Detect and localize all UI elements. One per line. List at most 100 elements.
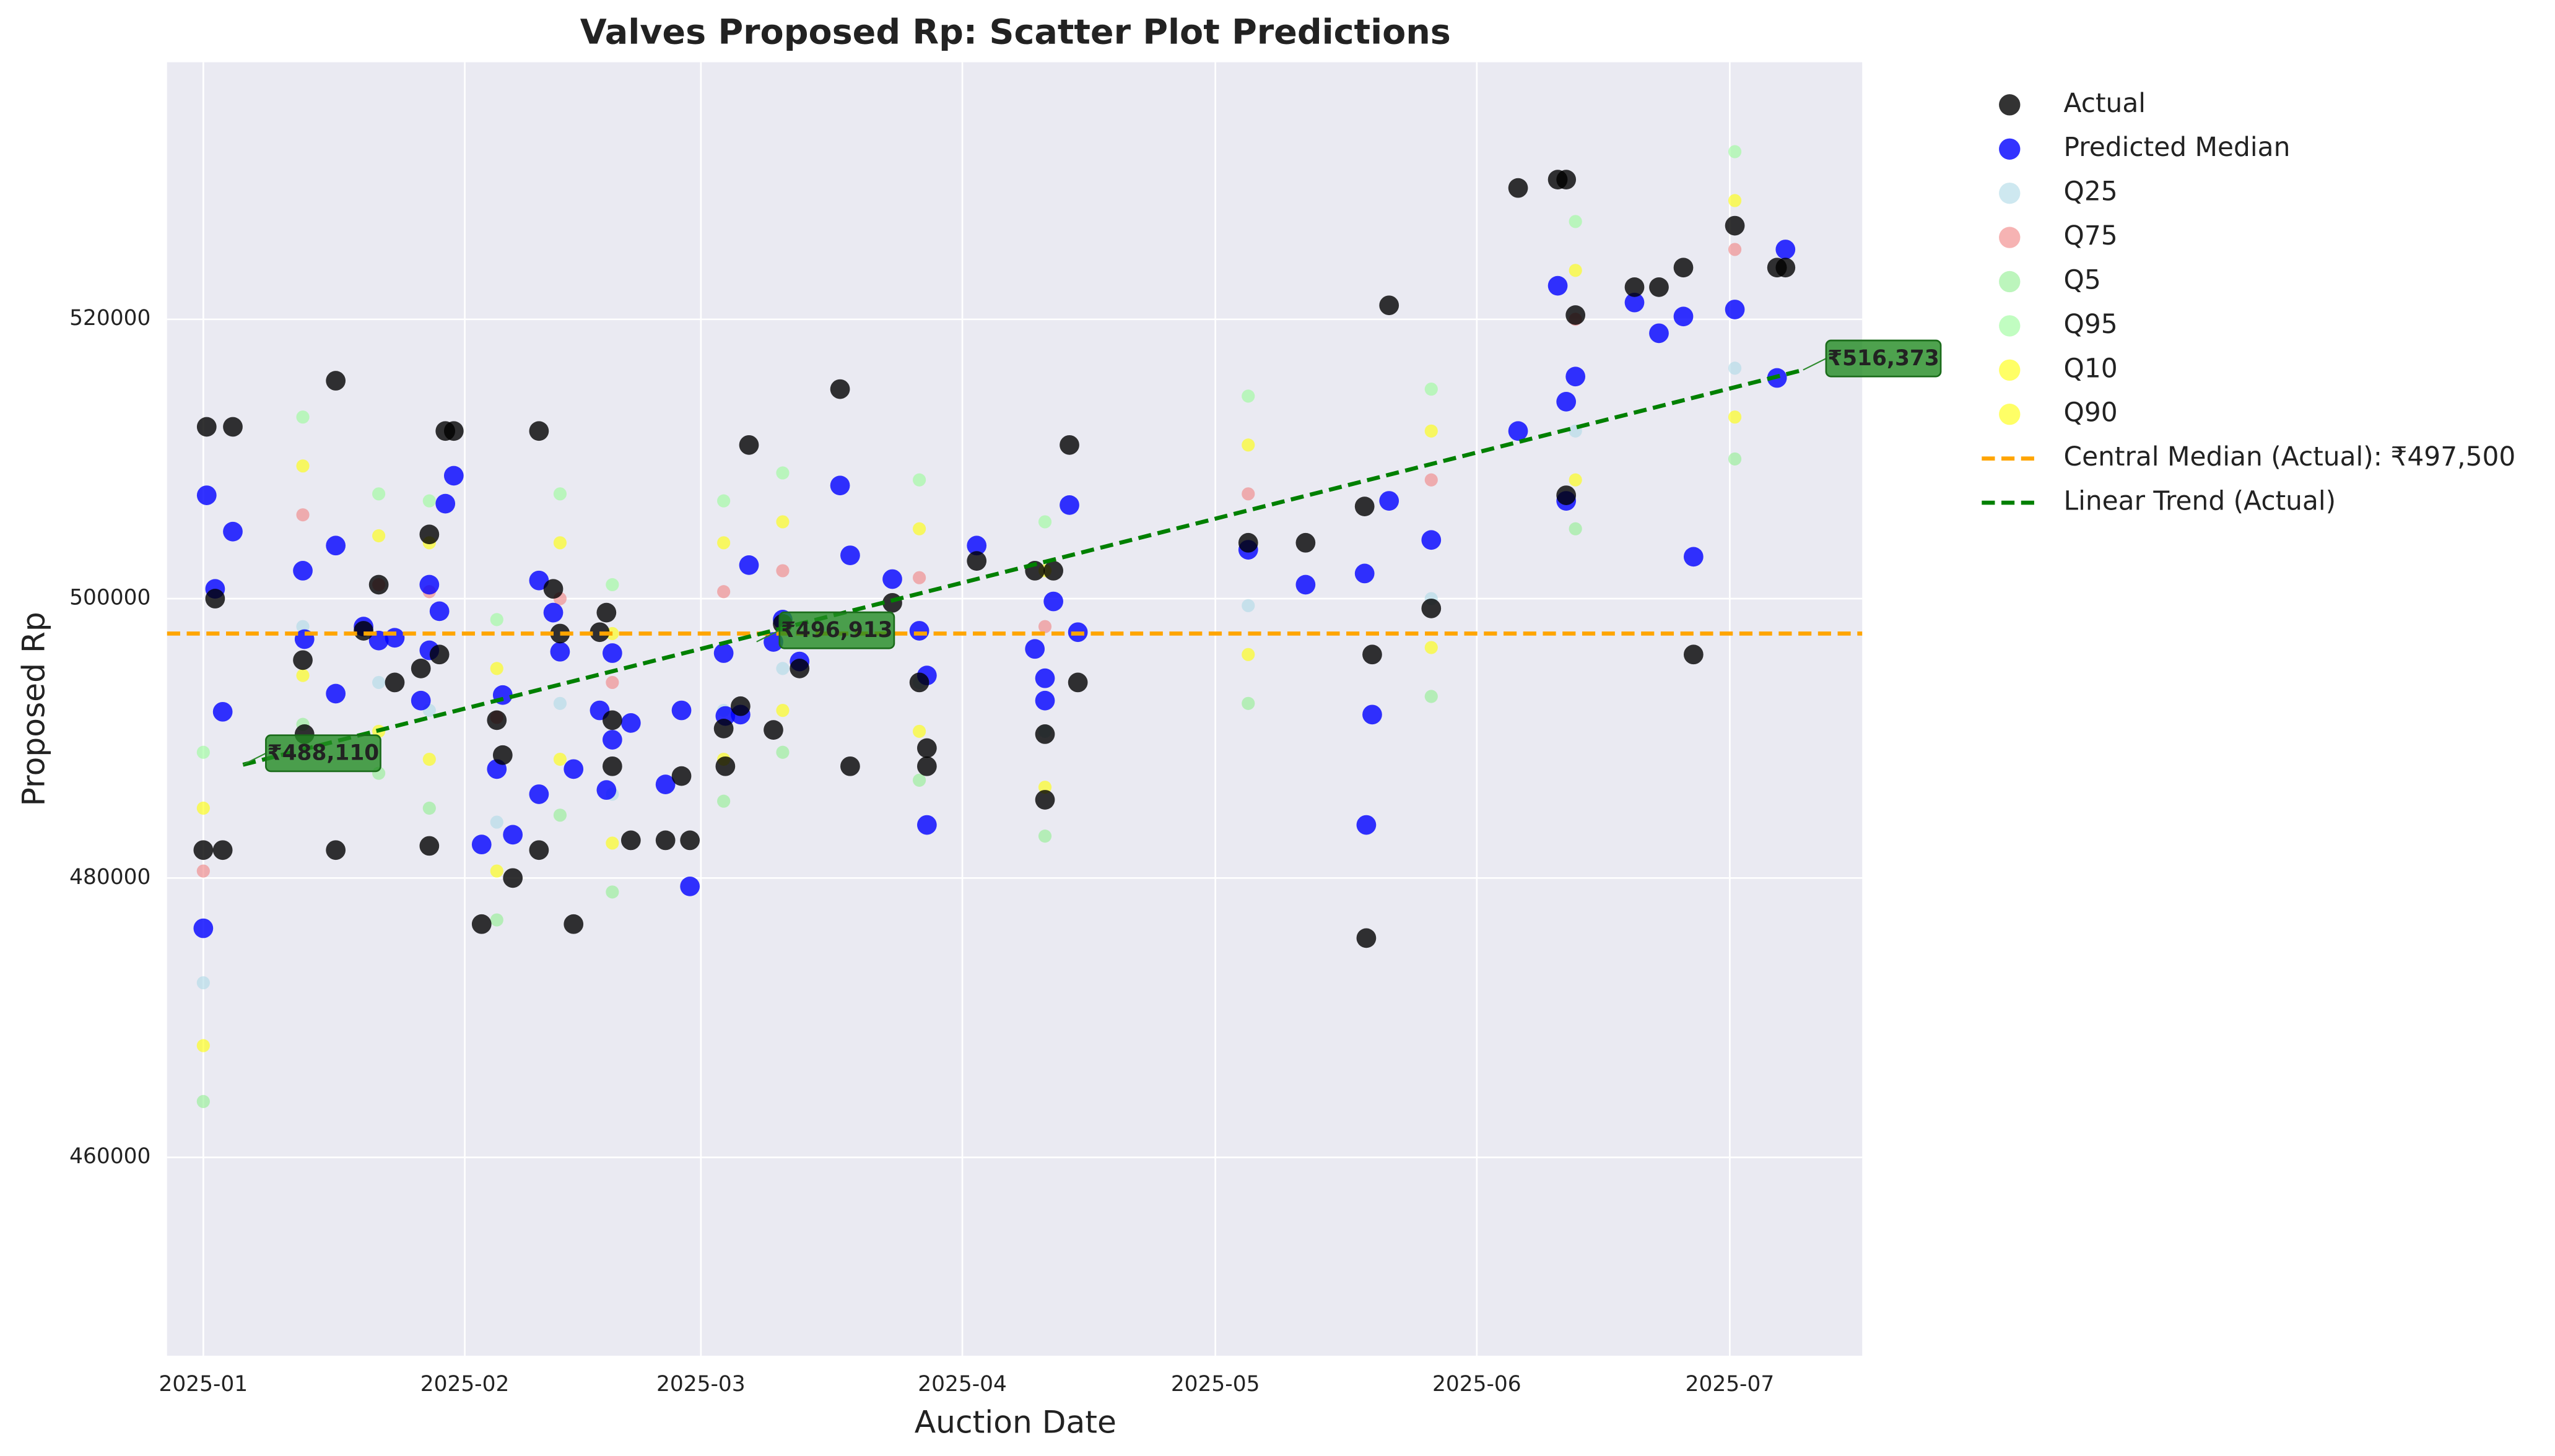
point — [1424, 641, 1438, 654]
marks: ₹488,110 ₹496,913 ₹516,373 — [167, 145, 1942, 1108]
point — [916, 815, 937, 835]
point — [830, 379, 850, 399]
point — [490, 613, 503, 626]
point — [372, 675, 386, 690]
point — [606, 675, 619, 690]
annotation-box — [778, 611, 895, 649]
point — [1569, 522, 1582, 535]
point — [1728, 452, 1742, 466]
point — [1569, 264, 1582, 277]
point — [529, 421, 549, 441]
point — [776, 564, 790, 578]
point — [1728, 410, 1742, 424]
point — [1556, 170, 1577, 189]
point — [680, 830, 700, 851]
y-tick-label: 480000 — [69, 865, 150, 890]
point — [764, 720, 783, 740]
point — [1354, 496, 1375, 516]
legend-label: Q95 — [2064, 309, 2118, 339]
legend-marker — [1999, 182, 2021, 204]
point — [1295, 574, 1316, 595]
point — [193, 840, 214, 860]
point — [1060, 435, 1079, 455]
point — [1421, 598, 1442, 618]
point — [411, 690, 431, 711]
point — [1238, 532, 1258, 553]
point — [471, 834, 492, 855]
x-axis-label: Auction Date — [915, 1404, 1116, 1441]
point — [913, 473, 926, 487]
point — [543, 579, 564, 599]
point — [602, 710, 622, 730]
point — [882, 592, 902, 613]
legend-marker — [1999, 271, 2021, 293]
point — [529, 840, 549, 860]
point — [967, 535, 987, 556]
point — [1683, 547, 1704, 567]
point — [606, 836, 619, 850]
point — [503, 868, 523, 888]
point — [429, 644, 450, 665]
point — [223, 417, 243, 437]
point — [372, 487, 386, 501]
point — [196, 801, 210, 815]
point — [1673, 258, 1694, 278]
legend-marker — [1999, 315, 2021, 337]
legend-marker — [1999, 94, 2021, 116]
point — [1556, 392, 1577, 412]
point — [764, 632, 783, 652]
point — [205, 589, 225, 609]
point — [1624, 292, 1645, 313]
point — [717, 536, 731, 550]
point — [196, 864, 210, 878]
legend: Actual Predicted Median Q25 Q75 Q5 Q95 Q10 Q90 C… — [1982, 88, 2515, 516]
legend-marker — [1999, 404, 2021, 425]
x-tick-label: 2025-06 — [1432, 1372, 1521, 1397]
legend-label: Linear Trend (Actual) — [2064, 486, 2336, 516]
point — [443, 466, 464, 486]
point — [1649, 277, 1669, 297]
point — [913, 571, 926, 584]
point — [223, 521, 243, 542]
point — [422, 752, 436, 766]
point — [1356, 928, 1377, 948]
point — [411, 658, 431, 678]
point — [1035, 724, 1055, 744]
point — [435, 493, 456, 514]
point — [422, 494, 436, 508]
point — [715, 756, 736, 776]
point — [776, 662, 790, 675]
point — [1038, 620, 1052, 633]
point — [916, 756, 937, 776]
point — [419, 836, 440, 856]
point — [671, 766, 692, 786]
annotation-arrow — [1803, 358, 1827, 371]
point — [487, 710, 507, 730]
point — [1508, 178, 1528, 198]
point — [1547, 275, 1568, 296]
point — [196, 485, 217, 505]
point — [1649, 323, 1669, 344]
point — [1242, 696, 1255, 710]
point — [1362, 704, 1382, 725]
point — [1035, 668, 1055, 688]
point — [443, 421, 464, 441]
point — [909, 672, 929, 693]
point — [354, 621, 373, 641]
point — [671, 700, 692, 721]
point — [1624, 277, 1645, 297]
point — [553, 752, 567, 766]
point — [1725, 215, 1745, 236]
annotation-box — [265, 734, 381, 773]
x-tick-label: 2025-07 — [1686, 1372, 1775, 1397]
point — [830, 475, 850, 496]
point — [790, 658, 810, 678]
point — [326, 683, 346, 704]
point — [713, 643, 734, 663]
point — [713, 719, 734, 739]
point — [1565, 305, 1586, 325]
x-tick-label: 2025-05 — [1171, 1372, 1260, 1397]
point — [717, 794, 731, 808]
point — [490, 913, 503, 927]
